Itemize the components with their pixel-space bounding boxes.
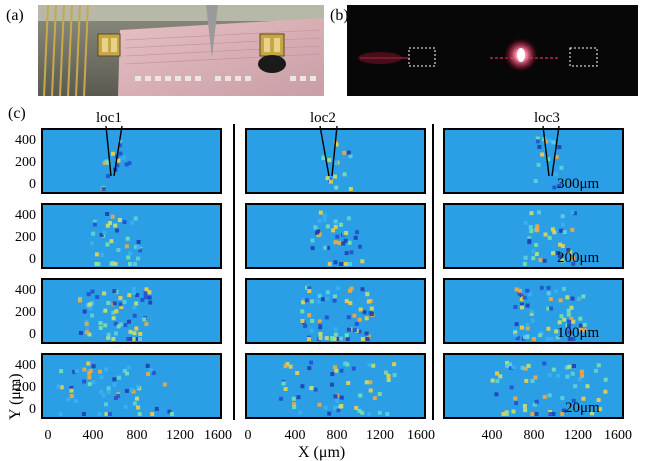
heatmap-r3-c3 [443, 278, 624, 344]
heatmap-r3-c1 [41, 278, 222, 344]
y-tick-label: 400 [15, 283, 36, 298]
panel-label-c: (c) [8, 105, 26, 122]
row-label-200um: 200μm [557, 250, 600, 266]
heatmap-r2-c3 [443, 203, 624, 269]
location-label-loc1: loc1 [96, 110, 122, 126]
laser-photo [347, 5, 638, 96]
location-pointers [105, 125, 560, 177]
heatmap-r1-c3 [443, 128, 624, 194]
y-tick-label: 0 [29, 177, 36, 192]
y-axis-title: Y (μm) [7, 373, 24, 420]
x-tick-label: 1200 [366, 428, 394, 443]
x-tick-label: 1200 [166, 428, 194, 443]
x-tick-label: 0 [245, 428, 252, 443]
x-tick-label: 1600 [407, 428, 435, 443]
location-label-loc2: loc2 [310, 110, 336, 126]
heatmap-r2-c1 [41, 203, 222, 269]
row-label-300um: 300μm [557, 176, 600, 192]
x-tick-label: 1200 [564, 428, 592, 443]
heatmap-grid [41, 128, 624, 419]
x-tick-label: 1600 [204, 428, 232, 443]
x-tick-label: 800 [127, 428, 148, 443]
y-tick-label: 0 [29, 402, 36, 417]
x-tick-label: 400 [482, 428, 503, 443]
x-tick-label: 800 [327, 428, 348, 443]
y-tick-label: 200 [15, 305, 36, 320]
y-tick-label: 400 [15, 133, 36, 148]
row-label-100um: 100μm [557, 325, 600, 341]
row-label-20um: 20μm [565, 400, 600, 416]
x-tick-label: 400 [285, 428, 306, 443]
x-axis-title: X (μm) [298, 444, 345, 461]
y-tick-label: 200 [15, 230, 36, 245]
y-tick-label: 0 [29, 327, 36, 342]
x-tick-label: 400 [83, 428, 104, 443]
heatmap-r4-c3 [443, 353, 624, 419]
y-tick-label: 0 [29, 252, 36, 267]
y-tick-label: 400 [15, 208, 36, 223]
location-label-loc3: loc3 [534, 110, 560, 126]
heatmap-r4-c2 [245, 353, 426, 419]
heatmap-r2-c2 [245, 203, 426, 269]
heatmap-r3-c2 [245, 278, 426, 344]
heatmap-r4-c1 [41, 353, 222, 419]
heatmap-r1-c1 [41, 128, 222, 194]
chip-photo [38, 4, 324, 97]
x-tick-label: 1600 [604, 428, 632, 443]
x-tick-label: 800 [524, 428, 545, 443]
y-tick-label: 400 [15, 358, 36, 373]
panel-label-a: (a) [6, 7, 24, 24]
x-tick-label: 0 [45, 428, 52, 443]
panel-label-b: (b) [330, 7, 349, 24]
y-tick-label: 200 [15, 155, 36, 170]
y-tick-label: 200 [15, 380, 36, 395]
